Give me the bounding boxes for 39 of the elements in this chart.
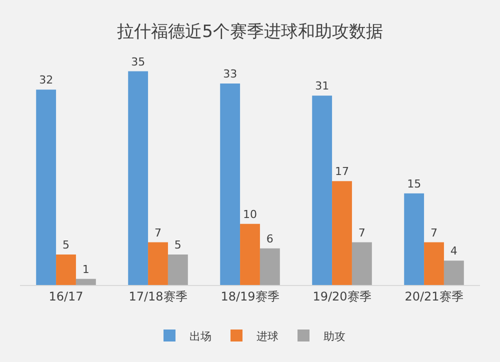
data-label: 17 <box>335 165 349 178</box>
legend-label: 助攻 <box>324 330 346 343</box>
x-tick-label: 17/18赛季 <box>128 289 188 304</box>
bar <box>56 254 76 285</box>
data-label: 5 <box>62 238 70 252</box>
data-label: 31 <box>315 80 330 93</box>
bar <box>148 242 168 285</box>
legend-label: 出场 <box>190 330 212 343</box>
bar <box>168 254 188 285</box>
data-label: 5 <box>174 238 182 252</box>
x-tick-label: 18/19赛季 <box>220 289 280 304</box>
bar <box>76 278 96 285</box>
bar <box>424 242 444 285</box>
x-tick-label: 20/21赛季 <box>404 289 464 304</box>
bar <box>332 181 352 285</box>
data-label: 1 <box>82 262 90 276</box>
chart-title: 拉什福德近5个赛季进球和助攻数据 <box>117 22 383 42</box>
bar <box>312 96 332 285</box>
bar <box>240 224 260 285</box>
data-label: 33 <box>223 67 238 80</box>
data-label: 7 <box>154 226 162 240</box>
bar <box>128 71 148 285</box>
data-label: 7 <box>430 226 438 240</box>
data-label: 4 <box>450 244 458 258</box>
data-label: 7 <box>358 226 366 240</box>
data-label: 32 <box>39 74 54 87</box>
data-label: 35 <box>131 55 146 68</box>
x-tick-label: 19/20赛季 <box>312 289 372 304</box>
legend-label: 进球 <box>256 330 278 343</box>
bar <box>352 242 372 285</box>
bar <box>220 83 240 285</box>
x-tick-label: 16/17 <box>48 289 84 304</box>
bar <box>260 248 280 285</box>
bar <box>404 193 424 285</box>
data-label: 6 <box>266 232 274 246</box>
data-label: 15 <box>407 177 422 190</box>
bar <box>36 90 56 285</box>
bar <box>444 260 464 285</box>
data-label: 10 <box>243 208 257 221</box>
